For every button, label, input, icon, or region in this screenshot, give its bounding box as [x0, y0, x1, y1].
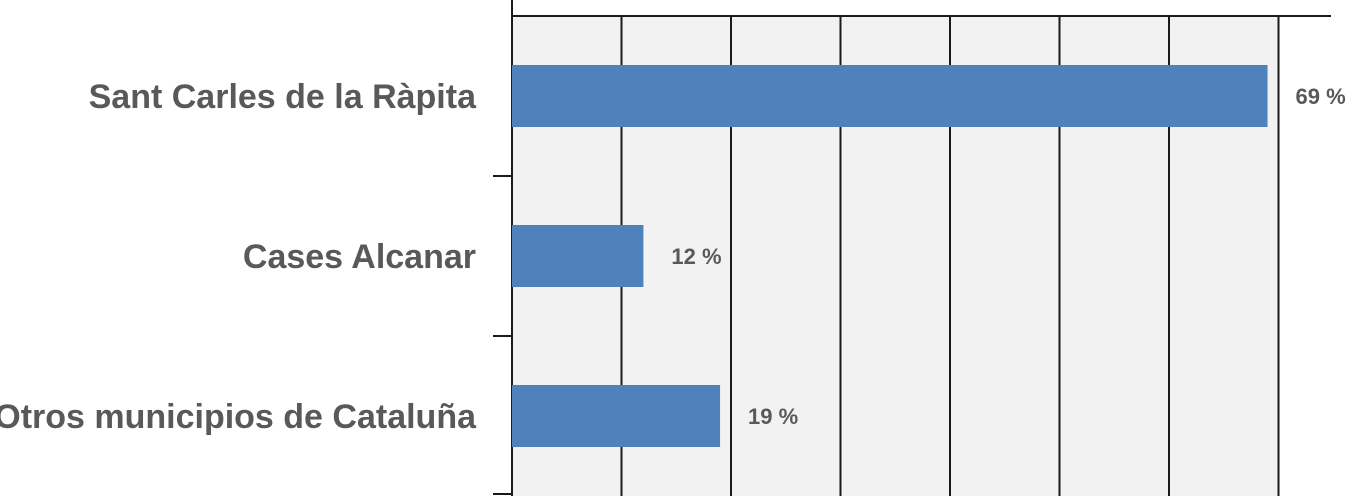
value-label-1: 12 % [671, 244, 721, 269]
bar-0 [512, 65, 1268, 127]
value-label-0: 69 % [1296, 84, 1346, 109]
category-label-2: Otros municipios de Cataluña [0, 398, 477, 436]
value-label-2: 19 % [748, 404, 798, 429]
bar-1 [512, 225, 644, 287]
category-label-0: Sant Carles de la Ràpita [89, 78, 477, 116]
value-labels: 69 % 12 % 19 % [671, 84, 1345, 429]
bars [512, 65, 1268, 447]
category-label-1: Cases Alcanar [243, 238, 476, 276]
bar-2 [512, 385, 721, 447]
category-labels: Sant Carles de la Ràpita Cases Alcanar Otr… [0, 78, 477, 436]
